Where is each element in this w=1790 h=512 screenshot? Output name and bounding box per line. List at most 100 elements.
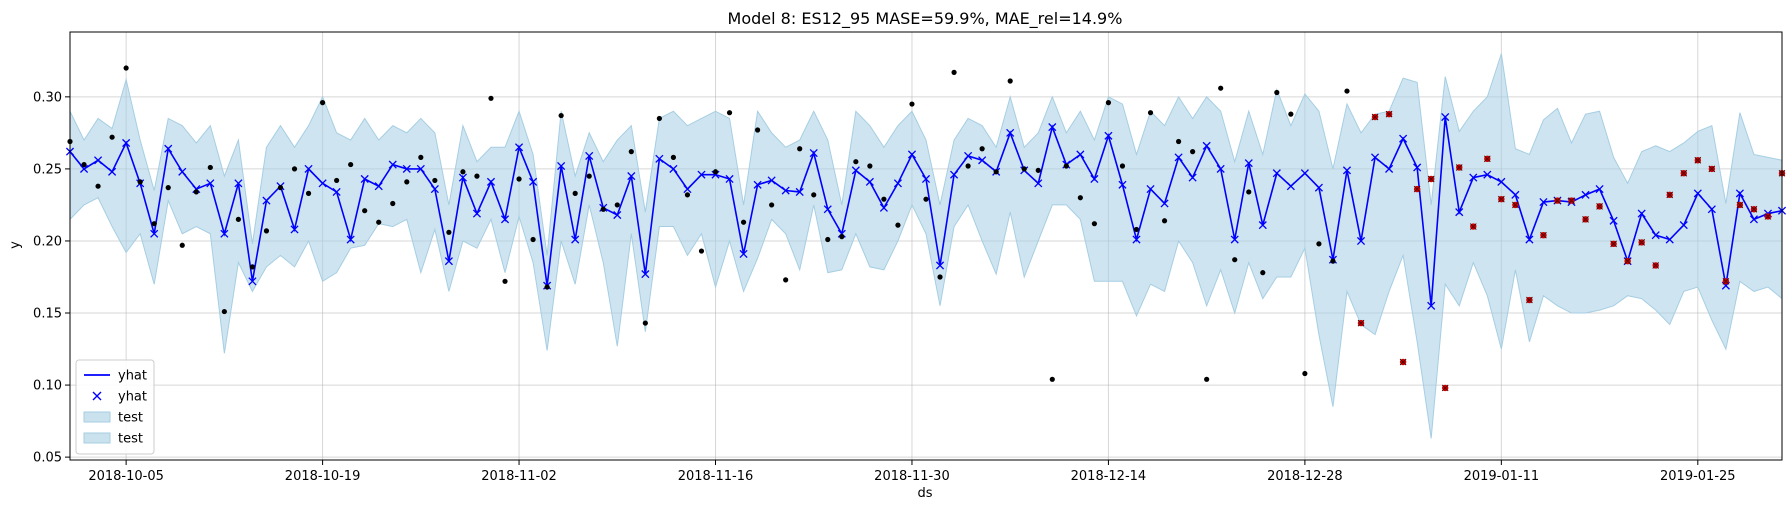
actual-point <box>179 242 185 248</box>
actual-point <box>1288 111 1294 117</box>
yhat-marker <box>122 138 131 148</box>
yhat-marker <box>683 185 692 194</box>
actual-point <box>334 177 340 184</box>
actual-point <box>839 234 845 240</box>
actual-point <box>1344 88 1350 94</box>
yhat-marker <box>234 179 243 188</box>
yhat-marker <box>1539 197 1548 207</box>
x-tick-label: 2018-10-05 <box>88 469 164 484</box>
actual-point <box>783 277 789 283</box>
actual-point <box>1190 149 1196 155</box>
yhat-marker <box>248 277 257 286</box>
yhat-marker <box>893 179 902 188</box>
yhat-marker <box>1511 190 1520 199</box>
actual-point <box>951 69 957 75</box>
actual-point <box>1260 270 1266 276</box>
actual-point <box>95 183 101 189</box>
actual-point <box>881 196 887 202</box>
x-tick-label: 2019-01-11 <box>1464 469 1540 484</box>
actual-point <box>1161 218 1168 224</box>
test-point-marker <box>1540 231 1547 239</box>
legend-label: test <box>118 411 143 426</box>
yhat-marker <box>1483 170 1492 179</box>
actual-point <box>404 179 410 185</box>
actual-point <box>797 146 803 152</box>
actual-point <box>1274 89 1280 96</box>
yhat-marker <box>1118 180 1127 189</box>
test-point-marker <box>1666 191 1674 199</box>
actual-point <box>305 190 312 197</box>
test-point-marker <box>1568 197 1575 204</box>
actual-point <box>1119 163 1126 169</box>
yhat-marker <box>1665 235 1674 244</box>
yhat-marker <box>1679 221 1688 230</box>
test-point-marker <box>1610 240 1617 248</box>
x-tick-label: 2018-11-30 <box>874 469 950 484</box>
yhat-marker <box>318 179 327 188</box>
actual-point <box>895 222 901 228</box>
actual-point <box>193 189 199 195</box>
actual-point <box>825 236 831 243</box>
actual-point <box>348 161 354 168</box>
legend-band-swatch <box>83 432 111 444</box>
yhat-marker <box>725 174 734 184</box>
test-point-marker <box>1708 165 1716 173</box>
test-point-marker <box>1694 156 1702 164</box>
actual-point <box>544 284 550 290</box>
yhat-marker <box>1258 221 1267 230</box>
yhat-marker <box>1609 216 1618 225</box>
test-point-marker <box>1624 257 1631 265</box>
x-tick-label: 2019-01-25 <box>1660 469 1736 484</box>
x-axis-ticks: 2018-10-05 2018-10-19 2018-11-02 2018-11-16… <box>88 460 1736 484</box>
yhat-marker <box>1006 128 1015 137</box>
yhat-marker <box>1469 173 1478 182</box>
x-tick-label: 2018-12-28 <box>1267 469 1343 484</box>
actual-point <box>965 163 971 169</box>
actual-point <box>740 219 747 225</box>
actual-point <box>1302 370 1308 377</box>
plot-frame <box>69 31 1783 461</box>
legend-label: yhat <box>118 369 147 384</box>
chart-title: Model 8: ES12_95 MASE=59.9%, MAE_rel=14.… <box>728 9 1123 29</box>
test-point-marker <box>1455 164 1463 171</box>
actual-point <box>418 154 424 160</box>
actual-point <box>1063 163 1069 169</box>
actual-point <box>432 177 438 184</box>
yhat-marker <box>360 174 369 184</box>
yhat-marker <box>1399 134 1408 143</box>
actual-point <box>979 146 985 152</box>
actual-point <box>488 95 494 101</box>
yhat-marker <box>1034 179 1043 188</box>
yhat-marker <box>950 170 959 179</box>
test-point-marker <box>1638 239 1646 246</box>
y-tick-label: 0.25 <box>33 162 62 177</box>
actual-point <box>867 163 873 169</box>
actual-point <box>712 169 719 175</box>
yhat-marker <box>514 143 524 152</box>
yhat-marker <box>290 225 299 234</box>
actual-point <box>235 216 241 222</box>
yhat-marker <box>795 187 804 197</box>
y-axis-label: y <box>8 241 23 249</box>
yhat-marker <box>1300 169 1309 178</box>
actual-point <box>1021 166 1027 172</box>
actual-point <box>376 219 382 225</box>
actual-point <box>769 202 775 208</box>
yhat-marker <box>1146 185 1155 194</box>
legend: yhat yhat test test <box>75 359 155 455</box>
actual-point <box>1091 221 1097 227</box>
yhat-marker <box>865 177 874 186</box>
yhat-marker <box>374 182 383 191</box>
yhat-marker <box>613 210 622 220</box>
yhat-marker <box>879 203 888 212</box>
actual-point <box>277 185 284 191</box>
actual-point <box>572 190 578 197</box>
test-point-marker <box>1399 358 1407 366</box>
yhat-marker <box>1286 182 1295 191</box>
yhat-marker <box>220 229 229 238</box>
yhat-marker <box>1693 189 1702 198</box>
y-axis-ticks: 0.05 0.10 0.15 0.20 0.25 0.30 <box>33 90 70 466</box>
test-point-marker <box>1596 203 1603 210</box>
yhat-marker <box>641 270 650 279</box>
yhat-marker <box>1735 189 1744 198</box>
